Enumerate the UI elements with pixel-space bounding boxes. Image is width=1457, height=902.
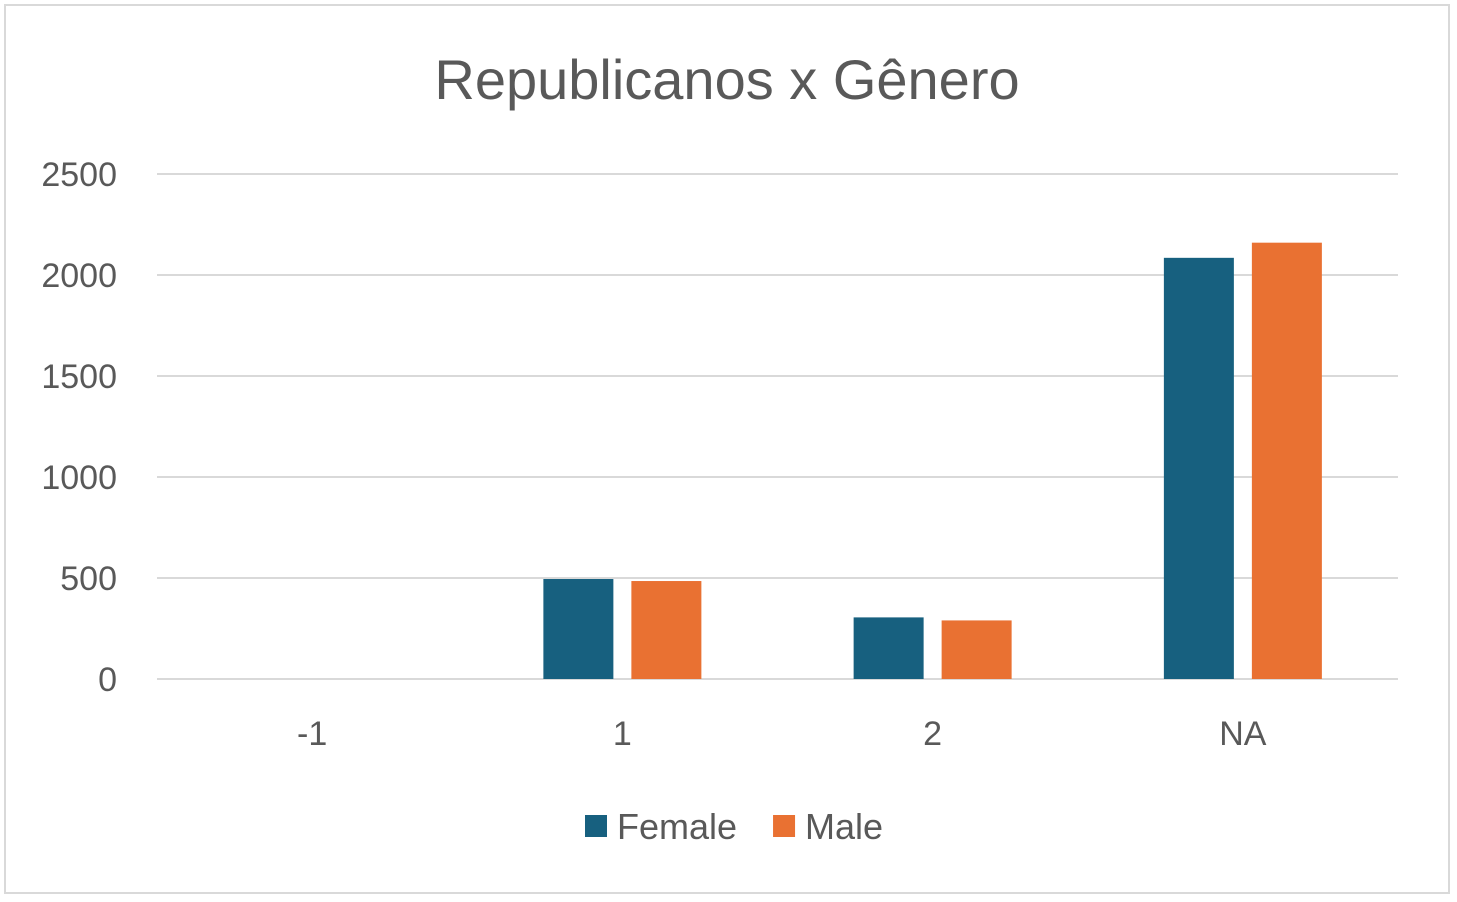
- y-tick-label: 500: [60, 560, 117, 598]
- legend: Female Male: [585, 806, 883, 847]
- bar-female-2: [853, 617, 924, 679]
- x-tick-label: 1: [613, 715, 632, 753]
- y-tick-label: 1000: [41, 459, 117, 497]
- x-tick-label: -1: [297, 715, 327, 753]
- y-tick-label: 2000: [41, 257, 117, 295]
- legend-label-male: Male: [805, 806, 883, 847]
- bar-male-2: [941, 620, 1012, 679]
- legend-swatch-male: [773, 815, 796, 837]
- legend-swatch-female: [585, 815, 607, 837]
- y-tick-label: 2500: [41, 156, 117, 194]
- x-axis-ticks: -1 1 2 NA: [297, 715, 1267, 753]
- bars: [543, 242, 1322, 679]
- bar-male-NA: [1251, 242, 1322, 679]
- x-tick-label: NA: [1219, 715, 1267, 753]
- bar-female-1: [543, 579, 614, 679]
- y-tick-label: 0: [98, 661, 117, 699]
- y-axis-ticks: 0 500 1000 1500 2000 2500: [41, 156, 117, 699]
- y-tick-label: 1500: [41, 358, 117, 396]
- chart-title: Republicanos x Gênero: [434, 48, 1019, 111]
- legend-label-female: Female: [617, 806, 737, 847]
- x-tick-label: 2: [923, 715, 942, 753]
- bar-female-NA: [1163, 257, 1234, 679]
- bar-male-1: [631, 581, 702, 679]
